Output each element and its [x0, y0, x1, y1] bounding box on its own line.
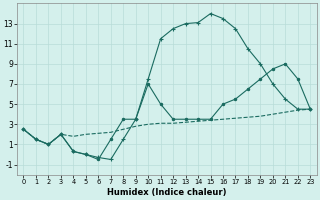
- X-axis label: Humidex (Indice chaleur): Humidex (Indice chaleur): [107, 188, 227, 197]
